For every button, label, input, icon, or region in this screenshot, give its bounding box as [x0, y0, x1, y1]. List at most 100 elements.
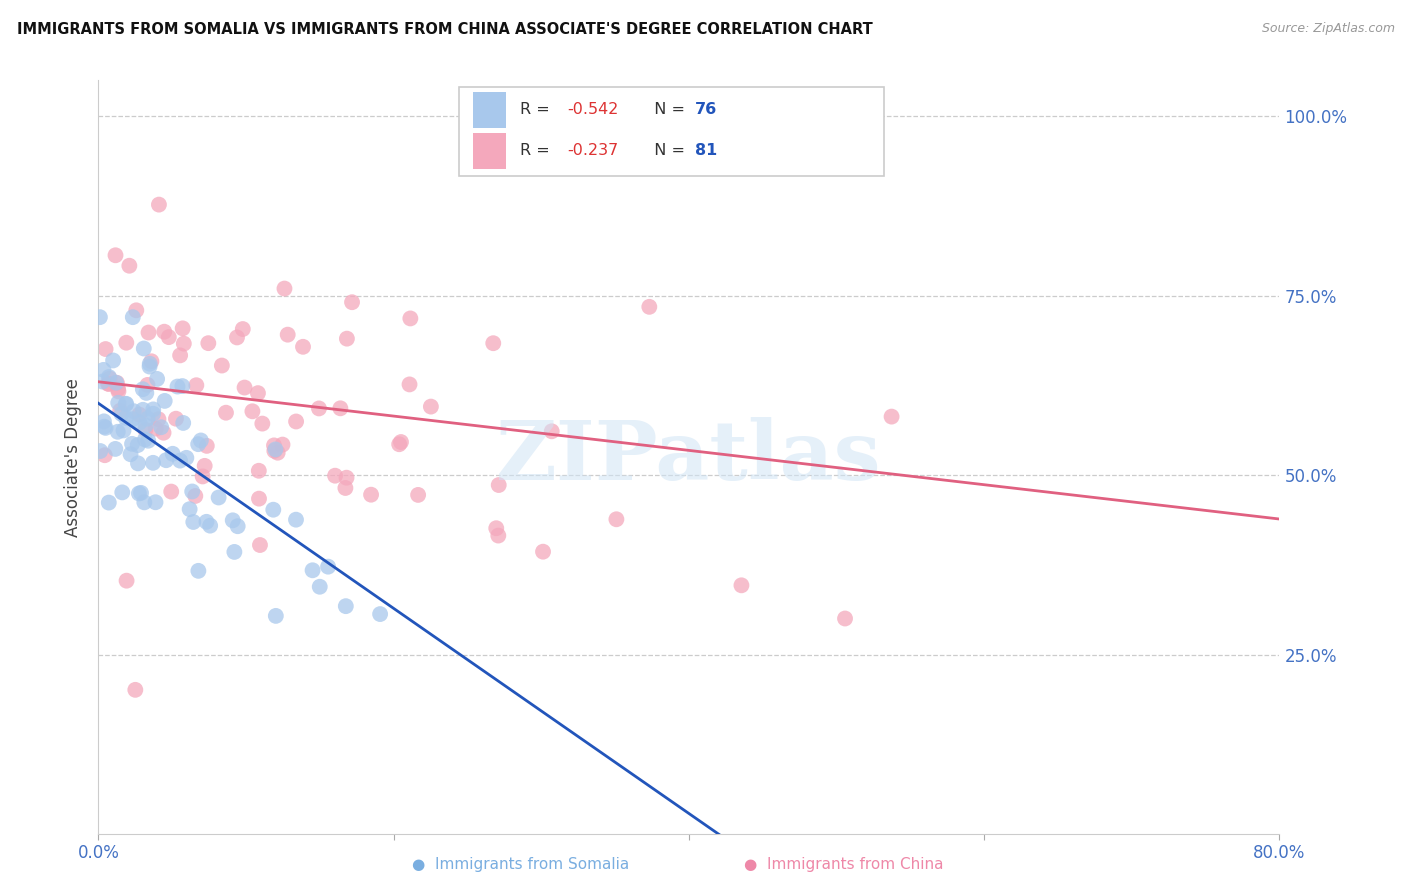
Point: [179, 502, 201, 516]
Text: R =: R =: [520, 103, 555, 118]
Point: [215, 406, 238, 420]
Point: [267, 446, 290, 460]
Point: [190, 434, 212, 448]
Text: -0.542: -0.542: [567, 103, 619, 118]
Point: [94, 421, 117, 435]
Point: [132, 342, 155, 356]
Point: [127, 438, 149, 452]
Point: [107, 384, 129, 399]
Point: [89, 310, 111, 325]
Point: [834, 611, 856, 625]
Point: [186, 378, 208, 392]
Point: [531, 544, 554, 558]
Point: [398, 377, 420, 392]
Point: [138, 326, 160, 340]
Point: [176, 450, 198, 465]
FancyBboxPatch shape: [472, 133, 506, 169]
Point: [152, 425, 174, 440]
Point: [263, 443, 285, 458]
Point: [115, 574, 138, 588]
Point: [169, 348, 191, 362]
Point: [247, 491, 270, 506]
Point: [148, 197, 170, 211]
Point: [134, 433, 156, 447]
Point: [485, 521, 508, 535]
Point: [166, 379, 188, 393]
Point: [134, 423, 156, 437]
Point: [419, 400, 441, 414]
Point: [107, 382, 129, 396]
Point: [292, 340, 315, 354]
Text: N =: N =: [644, 144, 690, 158]
Point: [172, 321, 194, 335]
Point: [108, 403, 131, 417]
Text: ZIPatlas: ZIPatlas: [496, 417, 882, 497]
Point: [105, 376, 128, 390]
Point: [195, 439, 218, 453]
Point: [112, 424, 135, 438]
Point: [368, 607, 391, 621]
Point: [128, 408, 150, 422]
Point: [121, 310, 143, 325]
Point: [101, 353, 124, 368]
Text: IMMIGRANTS FROM SOMALIA VS IMMIGRANTS FROM CHINA ASSOCIATE'S DEGREE CORRELATION : IMMIGRANTS FROM SOMALIA VS IMMIGRANTS FR…: [17, 22, 873, 37]
Text: 76: 76: [695, 103, 717, 118]
Point: [115, 335, 138, 350]
Point: [111, 485, 134, 500]
Point: [406, 488, 429, 502]
Point: [114, 410, 136, 425]
Point: [142, 407, 165, 421]
Point: [730, 578, 752, 592]
Point: [222, 513, 245, 527]
Point: [388, 437, 411, 451]
Point: [120, 447, 142, 461]
Point: [132, 382, 155, 396]
Point: [173, 336, 195, 351]
Point: [540, 425, 562, 439]
Point: [482, 336, 505, 351]
Text: R =: R =: [520, 144, 555, 158]
Point: [335, 481, 357, 495]
Point: [191, 469, 214, 483]
Point: [172, 416, 194, 430]
Text: Source: ZipAtlas.com: Source: ZipAtlas.com: [1261, 22, 1395, 36]
Point: [247, 464, 270, 478]
Point: [226, 519, 249, 533]
Y-axis label: Associate's Degree: Associate's Degree: [65, 377, 83, 537]
Point: [139, 357, 162, 371]
Point: [285, 513, 308, 527]
Point: [880, 409, 903, 424]
Point: [132, 402, 155, 417]
Point: [153, 393, 176, 408]
Point: [124, 682, 146, 697]
Point: [252, 417, 274, 431]
Point: [98, 371, 121, 385]
Point: [114, 397, 136, 411]
Point: [136, 378, 159, 392]
Point: [104, 442, 127, 456]
Point: [97, 376, 120, 391]
Point: [141, 354, 163, 368]
Point: [121, 412, 143, 426]
Point: [134, 495, 156, 509]
Point: [638, 300, 661, 314]
Point: [135, 418, 157, 433]
Text: ●  Immigrants from Somalia: ● Immigrants from Somalia: [412, 857, 628, 872]
Point: [148, 412, 170, 426]
Point: [232, 322, 254, 336]
Point: [145, 495, 167, 509]
Point: [194, 458, 217, 473]
Point: [273, 281, 295, 295]
Point: [169, 453, 191, 467]
Point: [340, 295, 363, 310]
Point: [128, 486, 150, 500]
Point: [93, 419, 115, 434]
Point: [110, 407, 132, 421]
Point: [146, 372, 169, 386]
Point: [233, 380, 256, 394]
Point: [150, 420, 173, 434]
Point: [93, 414, 115, 428]
Point: [94, 342, 117, 356]
Point: [262, 502, 284, 516]
Point: [125, 303, 148, 318]
